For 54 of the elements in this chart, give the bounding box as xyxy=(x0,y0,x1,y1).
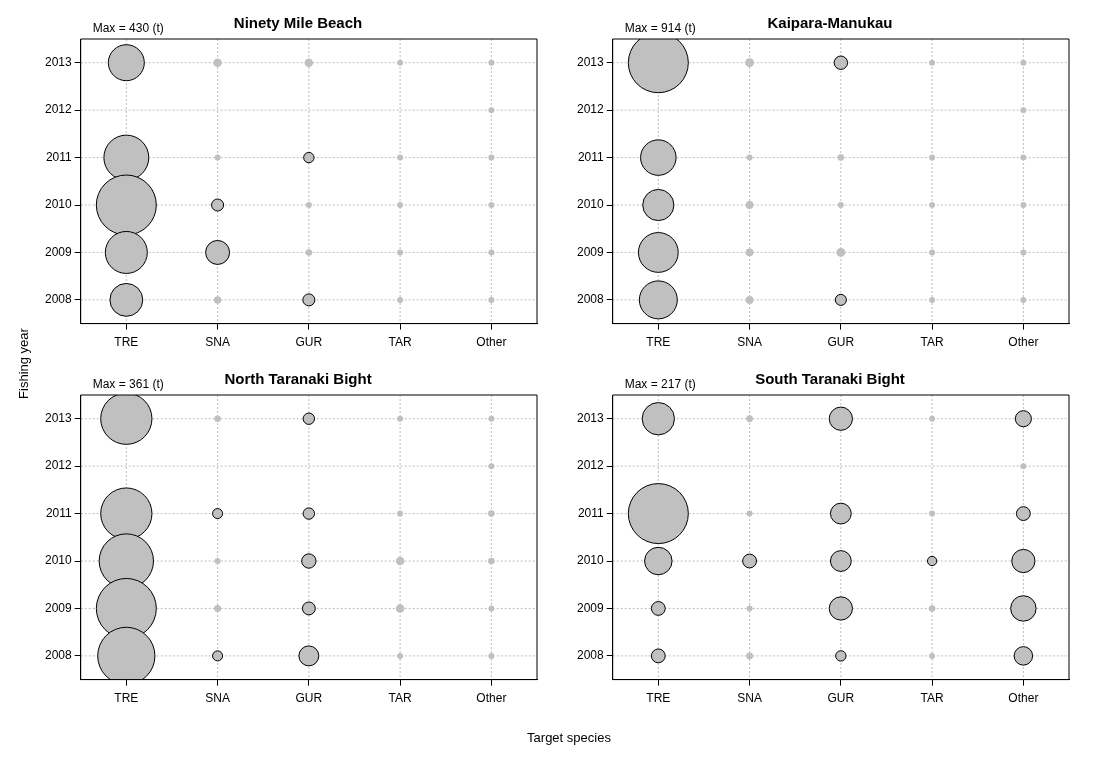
x-tick-label: Other xyxy=(476,335,507,350)
y-tick-label: 2013 xyxy=(44,411,73,426)
y-tick-label: 2013 xyxy=(576,55,605,70)
chart-title: Kaipara-Manukau xyxy=(767,14,893,32)
text: Max = 217 (t) xyxy=(624,377,696,392)
x-tick-label: TRE xyxy=(114,335,139,350)
chart-title: North Taranaki Bight xyxy=(224,370,372,388)
x-tick-label: Other xyxy=(1008,335,1039,350)
x-tick-label: GUR xyxy=(295,691,323,706)
x-tick-label: SNA xyxy=(205,335,230,350)
x-tick-label: TAR xyxy=(388,335,412,350)
chart-title: Ninety Mile Beach xyxy=(233,14,363,32)
y-tick-label: 2011 xyxy=(577,149,605,164)
x-tick-label: Other xyxy=(476,691,507,706)
y-tick-label: 2012 xyxy=(44,102,73,117)
x-tick-label: GUR xyxy=(827,335,855,350)
y-tick-label: 2009 xyxy=(44,600,73,615)
x-tick-label: SNA xyxy=(737,691,762,706)
y-tick-label: 2011 xyxy=(45,505,73,520)
y-tick-label: 2012 xyxy=(576,102,605,117)
y-tick-label: 2008 xyxy=(576,292,605,307)
x-tick-label: TRE xyxy=(646,335,671,350)
y-tick-label: 2011 xyxy=(577,505,605,520)
text: Max = 361 (t) xyxy=(92,377,164,392)
y-tick-label: 2008 xyxy=(44,648,73,663)
chart-title: South Taranaki Bight xyxy=(755,370,905,388)
y-tick-label: 2010 xyxy=(44,197,73,212)
x-tick-label: SNA xyxy=(737,335,762,350)
x-tick-label: GUR xyxy=(295,335,323,350)
y-tick-label: 2008 xyxy=(576,648,605,663)
text: Max = 430 (t) xyxy=(92,21,164,36)
y-tick-label: 2010 xyxy=(576,197,605,212)
y-tick-label: 2012 xyxy=(576,458,605,473)
x-axis-title: Target species xyxy=(526,730,612,745)
x-tick-label: GUR xyxy=(827,691,855,706)
x-tick-label: TAR xyxy=(920,691,944,706)
x-tick-label: TRE xyxy=(646,691,671,706)
y-tick-label: 2012 xyxy=(44,458,73,473)
y-tick-label: 2010 xyxy=(576,553,605,568)
y-axis-title: Fishing year xyxy=(15,327,31,399)
y-tick-label: 2009 xyxy=(576,600,605,615)
y-tick-label: 2013 xyxy=(44,55,73,70)
y-tick-label: 2009 xyxy=(576,244,605,259)
x-tick-label: Other xyxy=(1008,691,1039,706)
y-tick-label: 2008 xyxy=(44,292,73,307)
y-tick-label: 2010 xyxy=(44,553,73,568)
y-tick-label: 2013 xyxy=(576,411,605,426)
y-tick-label: 2011 xyxy=(45,149,73,164)
x-tick-label: TAR xyxy=(920,335,944,350)
x-tick-label: TRE xyxy=(114,691,139,706)
y-tick-label: 2009 xyxy=(44,244,73,259)
x-tick-label: SNA xyxy=(205,691,230,706)
text: Max = 914 (t) xyxy=(624,21,696,36)
x-tick-label: TAR xyxy=(388,691,412,706)
